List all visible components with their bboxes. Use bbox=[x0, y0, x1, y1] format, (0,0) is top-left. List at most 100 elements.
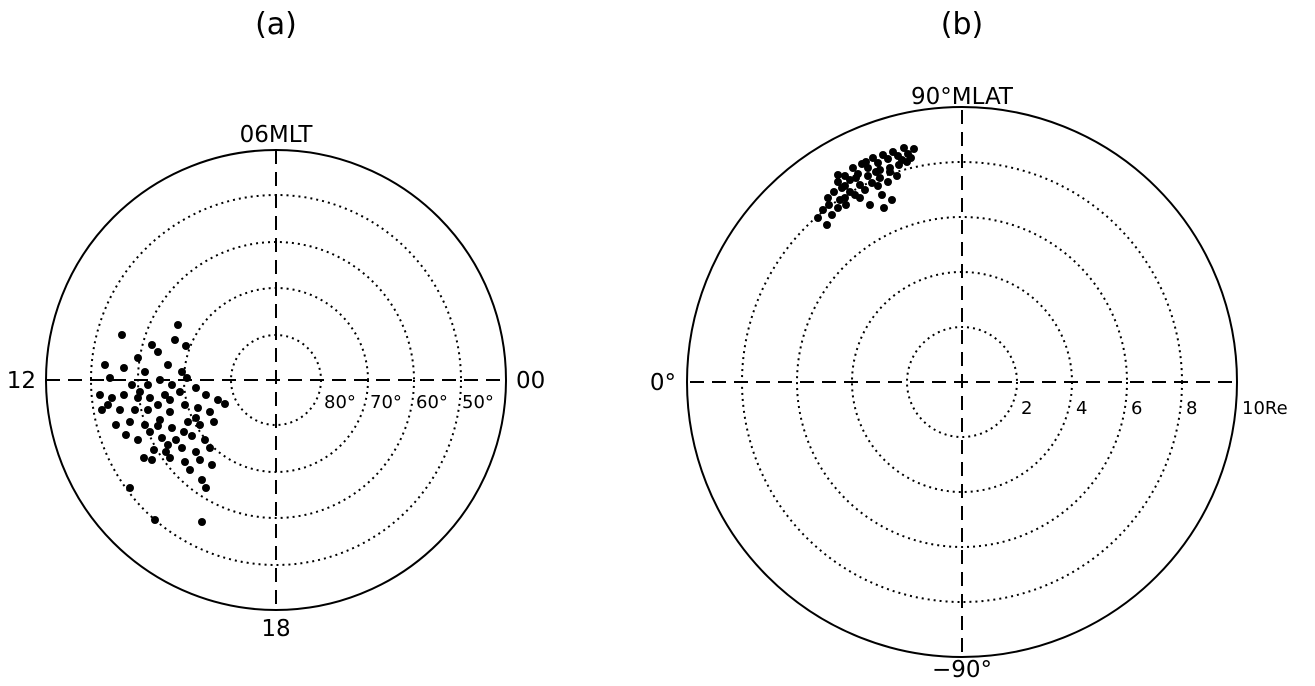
panel-b-ring-label-2: 2 bbox=[1021, 398, 1032, 419]
panel-b-outer-circle bbox=[686, 106, 1238, 658]
panel-a-point bbox=[198, 476, 206, 484]
panel-a-point bbox=[221, 400, 229, 408]
panel-b-point bbox=[825, 201, 833, 209]
panel-a-ring-label-80: 80° bbox=[324, 392, 356, 413]
panel-a-point bbox=[156, 376, 164, 384]
panel-b-point bbox=[866, 201, 874, 209]
panel-b-point bbox=[834, 171, 842, 179]
panel-b-point bbox=[849, 164, 857, 172]
panel-a-point bbox=[210, 418, 218, 426]
panel-a-point bbox=[178, 444, 186, 452]
panel-b-point bbox=[889, 148, 897, 156]
panel-a-point bbox=[178, 368, 186, 376]
panel-a-point bbox=[151, 516, 159, 524]
panel-a-point bbox=[181, 401, 189, 409]
panel-b-point bbox=[856, 194, 864, 202]
panel-a-bottom-label: 18 bbox=[261, 616, 290, 642]
panel-a-point bbox=[131, 406, 139, 414]
panel-a-ring-label-50: 50° bbox=[462, 392, 494, 413]
panel-a-point bbox=[120, 391, 128, 399]
panel-b-label: (b) bbox=[941, 7, 983, 42]
panel-a-point bbox=[101, 361, 109, 369]
panel-b-point bbox=[884, 178, 892, 186]
panel-a-point bbox=[96, 391, 104, 399]
panel-a-left-label: 12 bbox=[7, 368, 36, 394]
panel-b-point bbox=[898, 156, 906, 164]
panel-a-point bbox=[144, 406, 152, 414]
panel-b-point bbox=[900, 144, 908, 152]
panel-a-point bbox=[120, 364, 128, 372]
panel-a-point bbox=[198, 518, 206, 526]
panel-a-point bbox=[118, 331, 126, 339]
panel-b-ring-label-8: 8 bbox=[1186, 398, 1197, 419]
panel-a-point bbox=[134, 354, 142, 362]
panel-a-point bbox=[154, 348, 162, 356]
panel-b-point bbox=[874, 159, 882, 167]
panel-b-point bbox=[856, 181, 864, 189]
panel-b-point bbox=[830, 188, 838, 196]
panel-b-point bbox=[888, 196, 896, 204]
panel-a-point bbox=[180, 428, 188, 436]
panel-a-point bbox=[158, 434, 166, 442]
panel-a-point bbox=[174, 321, 182, 329]
panel-a-points bbox=[96, 321, 229, 526]
panel-a-point bbox=[176, 388, 184, 396]
panel-b-point bbox=[846, 188, 854, 196]
panel-b-point bbox=[879, 151, 887, 159]
panel-b-point bbox=[876, 174, 884, 182]
panel-a-point bbox=[192, 384, 200, 392]
panel-a-point bbox=[196, 421, 204, 429]
panel-a-right-label: 00 bbox=[516, 368, 545, 394]
panel-b-top-label: 90°MLAT bbox=[911, 84, 1014, 110]
panel-a-point bbox=[146, 428, 154, 436]
panel-a-point bbox=[166, 396, 174, 404]
panel-a-point bbox=[106, 374, 114, 382]
panel-a-point bbox=[144, 381, 152, 389]
panel-a-point bbox=[194, 404, 202, 412]
panel-a-point bbox=[148, 341, 156, 349]
panel-a-point bbox=[146, 394, 154, 402]
panel-b-point bbox=[834, 178, 842, 186]
panel-a-point bbox=[166, 454, 174, 462]
panel-b-ring-label-4: 4 bbox=[1076, 398, 1087, 419]
panel-b-ring-2 bbox=[906, 326, 1018, 438]
panel-a-point bbox=[116, 406, 124, 414]
panel-a-point bbox=[141, 368, 149, 376]
panel-a-point bbox=[126, 418, 134, 426]
panel-b-point bbox=[893, 172, 901, 180]
panel-b-ring-6 bbox=[796, 216, 1128, 548]
panel-a-point bbox=[172, 436, 180, 444]
panel-b-point bbox=[836, 196, 844, 204]
panel-a-point bbox=[122, 431, 130, 439]
panel-a-point bbox=[201, 436, 209, 444]
panel-a-point bbox=[181, 458, 189, 466]
panel-a-point bbox=[164, 441, 172, 449]
panel-a-point bbox=[154, 401, 162, 409]
panel-a-point bbox=[206, 408, 214, 416]
panel-b-point bbox=[841, 172, 849, 180]
panel-a-point bbox=[108, 394, 116, 402]
panel-a-point bbox=[202, 391, 210, 399]
panel-a-top-label: 06MLT bbox=[240, 122, 314, 148]
panel-a-point bbox=[168, 381, 176, 389]
panel-a-point bbox=[192, 448, 200, 456]
panel-b-point bbox=[868, 179, 876, 187]
panel-b-point bbox=[910, 145, 918, 153]
panel-b-point bbox=[834, 204, 842, 212]
panel-b-points bbox=[814, 144, 918, 229]
panel-a-point bbox=[188, 432, 196, 440]
panel-b-point bbox=[874, 182, 882, 190]
panel-b-point bbox=[869, 154, 877, 162]
panel-a-point bbox=[182, 342, 190, 350]
panel-a-point bbox=[186, 466, 194, 474]
panel-b-point bbox=[864, 172, 872, 180]
panel-a-point bbox=[214, 396, 222, 404]
panel-b-point bbox=[886, 164, 894, 172]
panel-a-point bbox=[104, 401, 112, 409]
panel-b-point bbox=[824, 194, 832, 202]
panel-b-bottom-label: −90° bbox=[932, 657, 992, 683]
panel-a-point bbox=[202, 484, 210, 492]
panel-a-ring-label-60: 60° bbox=[416, 392, 448, 413]
panel-a-point bbox=[196, 456, 204, 464]
